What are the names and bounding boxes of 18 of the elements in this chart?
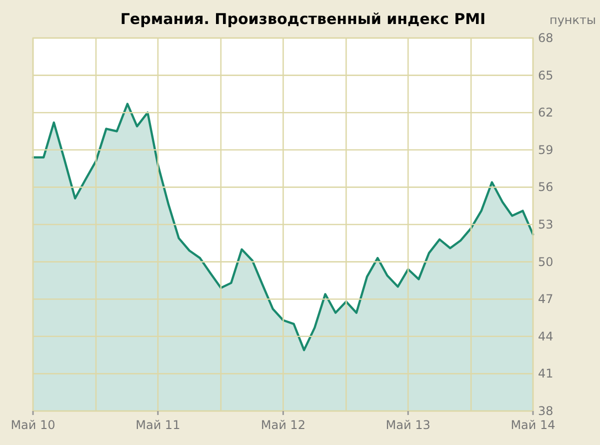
y-tick-label: 41 — [538, 366, 554, 381]
y-tick-label: 50 — [538, 254, 554, 269]
x-tick-label: Май 13 — [386, 418, 430, 432]
y-tick-label: 53 — [538, 218, 554, 232]
y-tick-label: 62 — [538, 106, 554, 120]
y-tick-label: 47 — [538, 292, 554, 306]
y-axis-title: пункты — [549, 13, 596, 27]
y-tick-label: 65 — [538, 68, 554, 82]
x-tick-label: Май 10 — [10, 418, 56, 432]
y-tick-label: 38 — [538, 404, 554, 418]
y-tick-label: 68 — [538, 31, 554, 45]
x-tick-label: Май 12 — [260, 418, 306, 432]
y-tick-label: 59 — [538, 142, 554, 157]
x-tick-label: Май 14 — [510, 418, 556, 432]
x-tick-label: Май 11 — [136, 418, 180, 432]
y-tick-label: 44 — [538, 329, 554, 344]
y-tick-label: 56 — [538, 180, 554, 194]
chart-title: Германия. Производственный индекс PMI — [120, 10, 486, 28]
